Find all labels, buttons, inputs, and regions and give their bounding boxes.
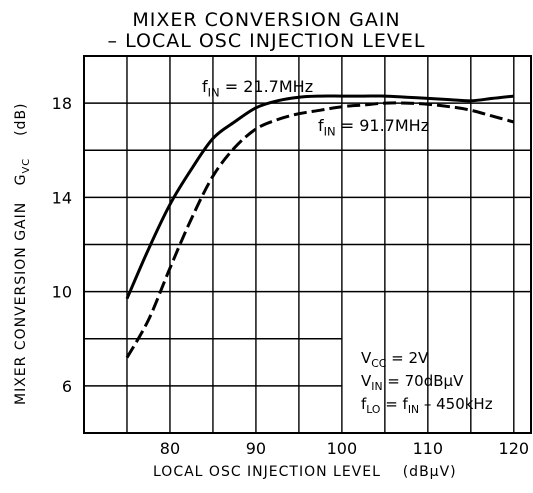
series-label-1: fIN = 21.7MHz	[202, 77, 313, 99]
tick-labels: 80 90 100 110 120 6 10 14 18	[52, 94, 529, 458]
y-tick-label: 6	[62, 377, 72, 396]
series-line-2	[125, 101, 515, 359]
y-axis-label: MIXER CONVERSION GAIN	[13, 201, 29, 405]
plot-frame	[83, 55, 532, 434]
y-axis-unit: (dB)	[13, 102, 29, 136]
annotation-line-3: fLO = fIN – 450kHz	[361, 395, 493, 416]
series-label-2: fIN = 91.7MHz	[318, 116, 429, 138]
chart-title: MIXER CONVERSION GAIN	[132, 9, 401, 31]
series-layer	[125, 94, 515, 359]
x-tick-label: 90	[246, 439, 266, 458]
x-tick-label: 100	[327, 439, 358, 458]
y-tick-label: 18	[52, 94, 72, 113]
plot-border	[83, 55, 532, 434]
annotation-line-2: VIN = 70dBμV	[361, 372, 464, 393]
x-axis-label: LOCAL OSC INJECTION LEVEL	[153, 464, 381, 480]
y-tick-label: 10	[52, 283, 72, 302]
y-axis-symbol: GVC	[13, 157, 32, 186]
annotation-line-1: VCC = 2V	[361, 349, 429, 370]
x-tick-label: 80	[160, 439, 180, 458]
x-axis-unit: (dBμV)	[402, 464, 457, 480]
grid-lines	[84, 56, 531, 433]
y-axis-title: MIXER CONVERSION GAIN GVC (dB)	[13, 102, 32, 405]
y-tick-label: 14	[52, 188, 72, 207]
x-tick-label: 110	[413, 439, 444, 458]
chart-subtitle: – LOCAL OSC INJECTION LEVEL	[107, 30, 426, 52]
series-line-1	[125, 94, 514, 300]
x-axis-title: LOCAL OSC INJECTION LEVEL (dBμV)	[153, 464, 457, 480]
x-tick-label: 120	[499, 439, 530, 458]
